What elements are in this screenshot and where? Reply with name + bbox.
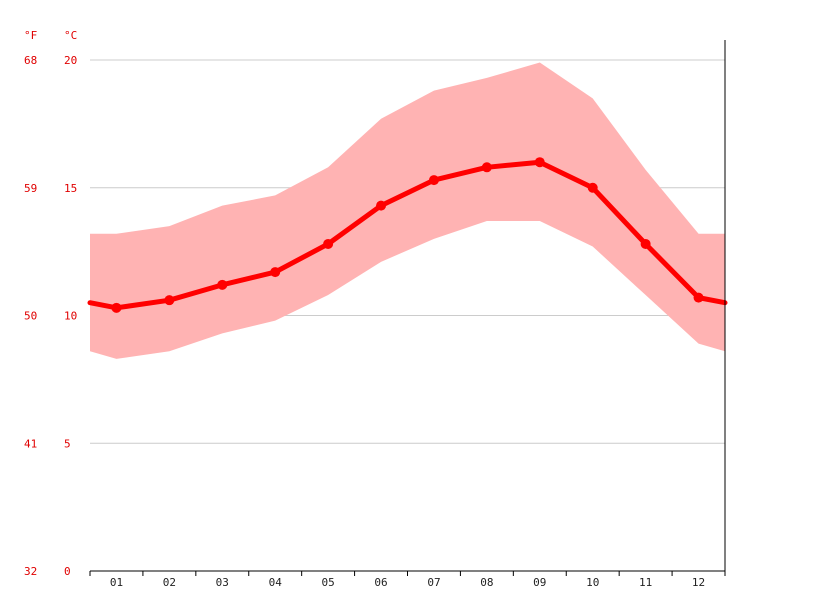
y-tick-label-f: 59 [24, 182, 37, 195]
data-point [323, 238, 334, 249]
average-temperature-line [87, 159, 728, 311]
y-tick-label-c: 0 [64, 565, 71, 578]
data-point [164, 295, 175, 306]
x-tick-label: 01 [110, 576, 123, 589]
data-point [217, 279, 228, 290]
data-point [693, 292, 704, 303]
y-tick-label-f: 41 [24, 437, 37, 450]
x-tick-label: 12 [692, 576, 705, 589]
data-point [534, 157, 545, 168]
axis-labels: °F °C 68 20 59 15 50 10 41 5 32 0 01 02 03 04 05 06 07 08… [24, 29, 705, 589]
data-point [111, 302, 122, 313]
temperature-range-band [90, 62, 725, 359]
celsius-unit-label: °C [64, 29, 77, 42]
y-tick-label-f: 68 [24, 54, 37, 67]
x-tick-label: 04 [269, 576, 283, 589]
x-tick-label: 02 [163, 576, 176, 589]
y-tick-label-c: 5 [64, 437, 71, 450]
x-tick-label: 05 [322, 576, 335, 589]
y-tick-label-c: 15 [64, 182, 77, 195]
data-point [481, 162, 492, 173]
y-tick-label-f: 50 [24, 310, 37, 323]
data-points [111, 157, 704, 313]
x-tick-label: 08 [480, 576, 493, 589]
x-tick-label: 06 [374, 576, 387, 589]
y-tick-label-c: 10 [64, 310, 77, 323]
data-point [376, 200, 387, 211]
x-tick-label: 03 [216, 576, 229, 589]
axes [89, 40, 726, 576]
x-tick-label: 10 [586, 576, 599, 589]
data-point [270, 267, 281, 278]
x-tick-label: 09 [533, 576, 546, 589]
data-point [428, 175, 439, 186]
x-tick-label: 11 [639, 576, 652, 589]
fahrenheit-unit-label: °F [24, 29, 37, 42]
x-tick-label: 07 [427, 576, 440, 589]
data-point [587, 182, 598, 193]
data-point [640, 238, 651, 249]
y-tick-label-c: 20 [64, 54, 77, 67]
y-tick-label-f: 32 [24, 565, 37, 578]
